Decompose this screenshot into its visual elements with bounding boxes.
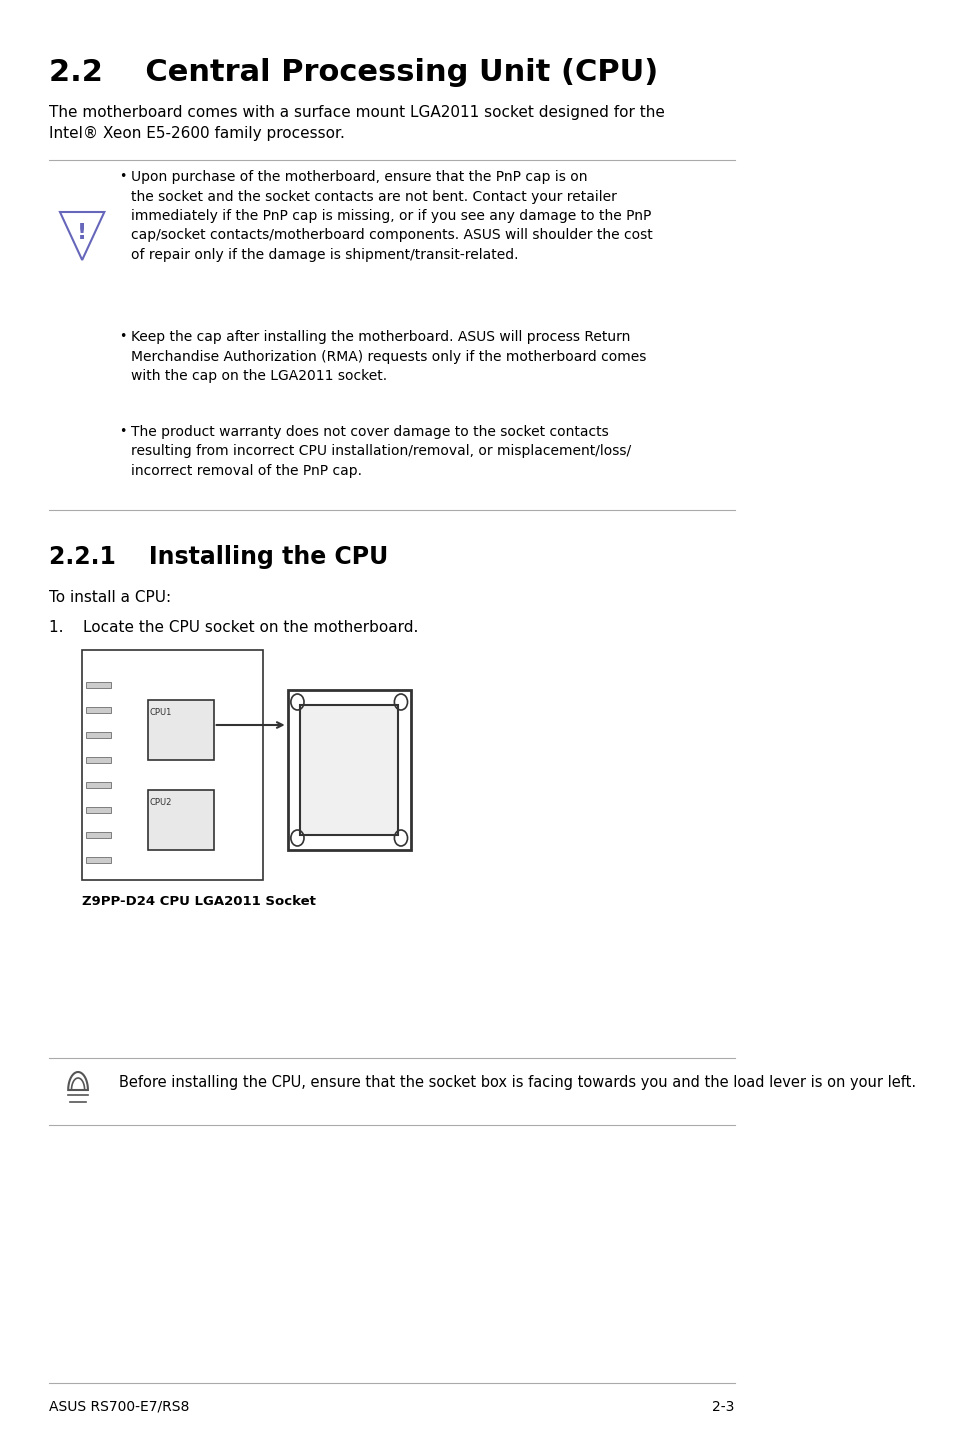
Text: •: •	[119, 426, 127, 439]
Text: 2.2.1    Installing the CPU: 2.2.1 Installing the CPU	[50, 545, 388, 569]
Bar	[86, 707, 111, 713]
Bar	[82, 650, 263, 880]
Text: Keep the cap after installing the motherboard. ASUS will process Return
Merchand: Keep the cap after installing the mother…	[132, 329, 646, 383]
Bar	[299, 705, 398, 835]
Text: The product warranty does not cover damage to the socket contacts
resulting from: The product warranty does not cover dama…	[132, 426, 631, 477]
Text: Before installing the CPU, ensure that the socket box is facing towards you and : Before installing the CPU, ensure that t…	[119, 1076, 915, 1090]
Text: !: !	[77, 223, 87, 243]
Bar	[148, 700, 213, 761]
Text: CPU1: CPU1	[150, 707, 172, 718]
Text: Z9PP-D24 CPU LGA2011 Socket: Z9PP-D24 CPU LGA2011 Socket	[82, 894, 315, 907]
Text: 2.2    Central Processing Unit (CPU): 2.2 Central Processing Unit (CPU)	[50, 58, 658, 88]
Text: CPU2: CPU2	[150, 798, 172, 807]
Text: The motherboard comes with a surface mount LGA2011 socket designed for the
Intel: The motherboard comes with a surface mou…	[50, 105, 664, 141]
Bar	[86, 732, 111, 738]
Text: •: •	[119, 170, 127, 183]
Bar	[86, 833, 111, 838]
Text: ASUS RS700-E7/RS8: ASUS RS700-E7/RS8	[50, 1401, 190, 1414]
Bar	[86, 807, 111, 812]
Bar	[86, 782, 111, 788]
Text: To install a CPU:: To install a CPU:	[50, 590, 172, 605]
Bar	[287, 690, 411, 850]
Text: 1.    Locate the CPU socket on the motherboard.: 1. Locate the CPU socket on the motherbo…	[50, 620, 418, 636]
Bar	[86, 857, 111, 863]
Text: Upon purchase of the motherboard, ensure that the PnP cap is on
the socket and t: Upon purchase of the motherboard, ensure…	[132, 170, 653, 262]
Text: •: •	[119, 329, 127, 344]
Text: 2-3: 2-3	[712, 1401, 734, 1414]
Bar	[148, 789, 213, 850]
Bar	[86, 756, 111, 764]
Bar	[86, 682, 111, 687]
